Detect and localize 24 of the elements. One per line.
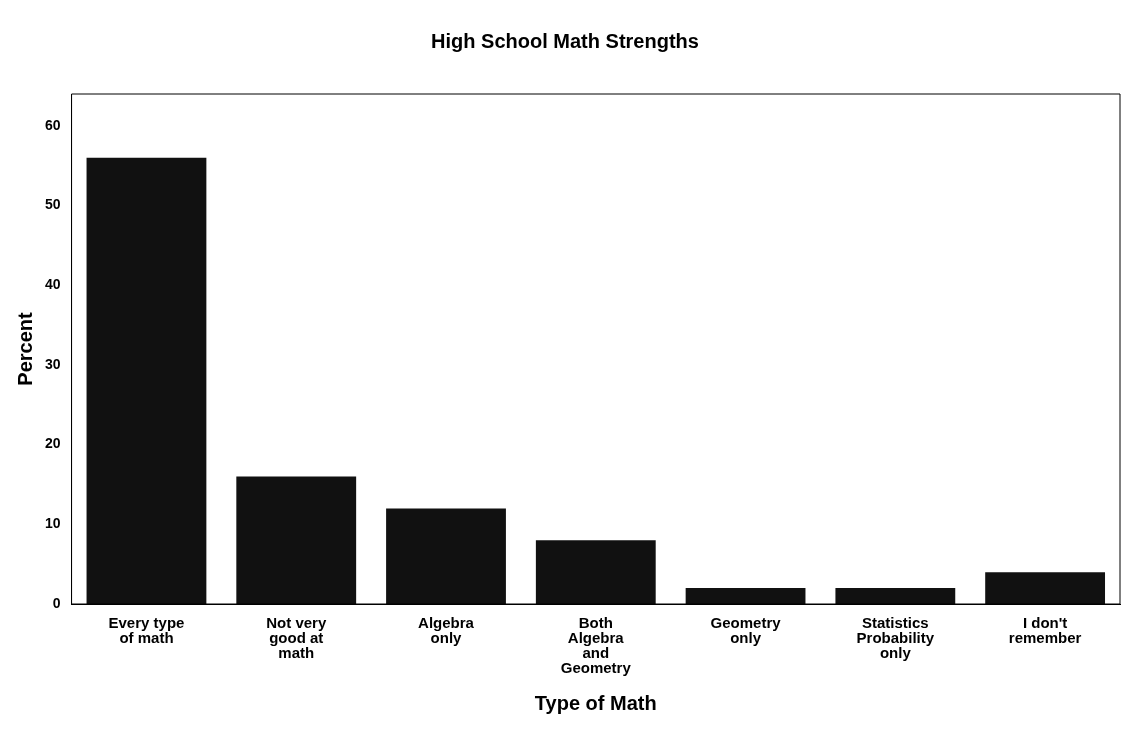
bar (386, 508, 506, 604)
y-tick-label: 60 (44, 116, 61, 133)
x-tick-label: Every type of math (108, 613, 185, 646)
x-axis-title: Type of Math (534, 691, 657, 714)
y-tick-label: 0 (52, 594, 61, 611)
x-tick-label: Statistics Probability only (856, 613, 935, 661)
x-tick-label: Algebra only (418, 613, 475, 646)
bar (985, 572, 1106, 604)
bar (835, 588, 956, 604)
bar (236, 476, 357, 604)
y-tick-label: 30 (44, 355, 61, 372)
bar (535, 540, 656, 604)
x-tick-label: Both Algebra and Geometry (560, 613, 632, 676)
y-tick-label: 50 (44, 196, 61, 213)
y-axis-title: Percent (13, 311, 36, 386)
y-tick-label: 20 (44, 435, 61, 452)
y-tick-label: 10 (44, 515, 61, 532)
bar (685, 588, 806, 604)
x-tick-label: Geometry only (710, 613, 782, 646)
chart-title: High School Math Strengths (431, 29, 699, 52)
bar (86, 157, 207, 604)
x-tick-label: Not very good at math (266, 613, 327, 661)
y-tick-label: 40 (44, 276, 61, 293)
x-tick-label: I don't remember (1008, 613, 1082, 646)
